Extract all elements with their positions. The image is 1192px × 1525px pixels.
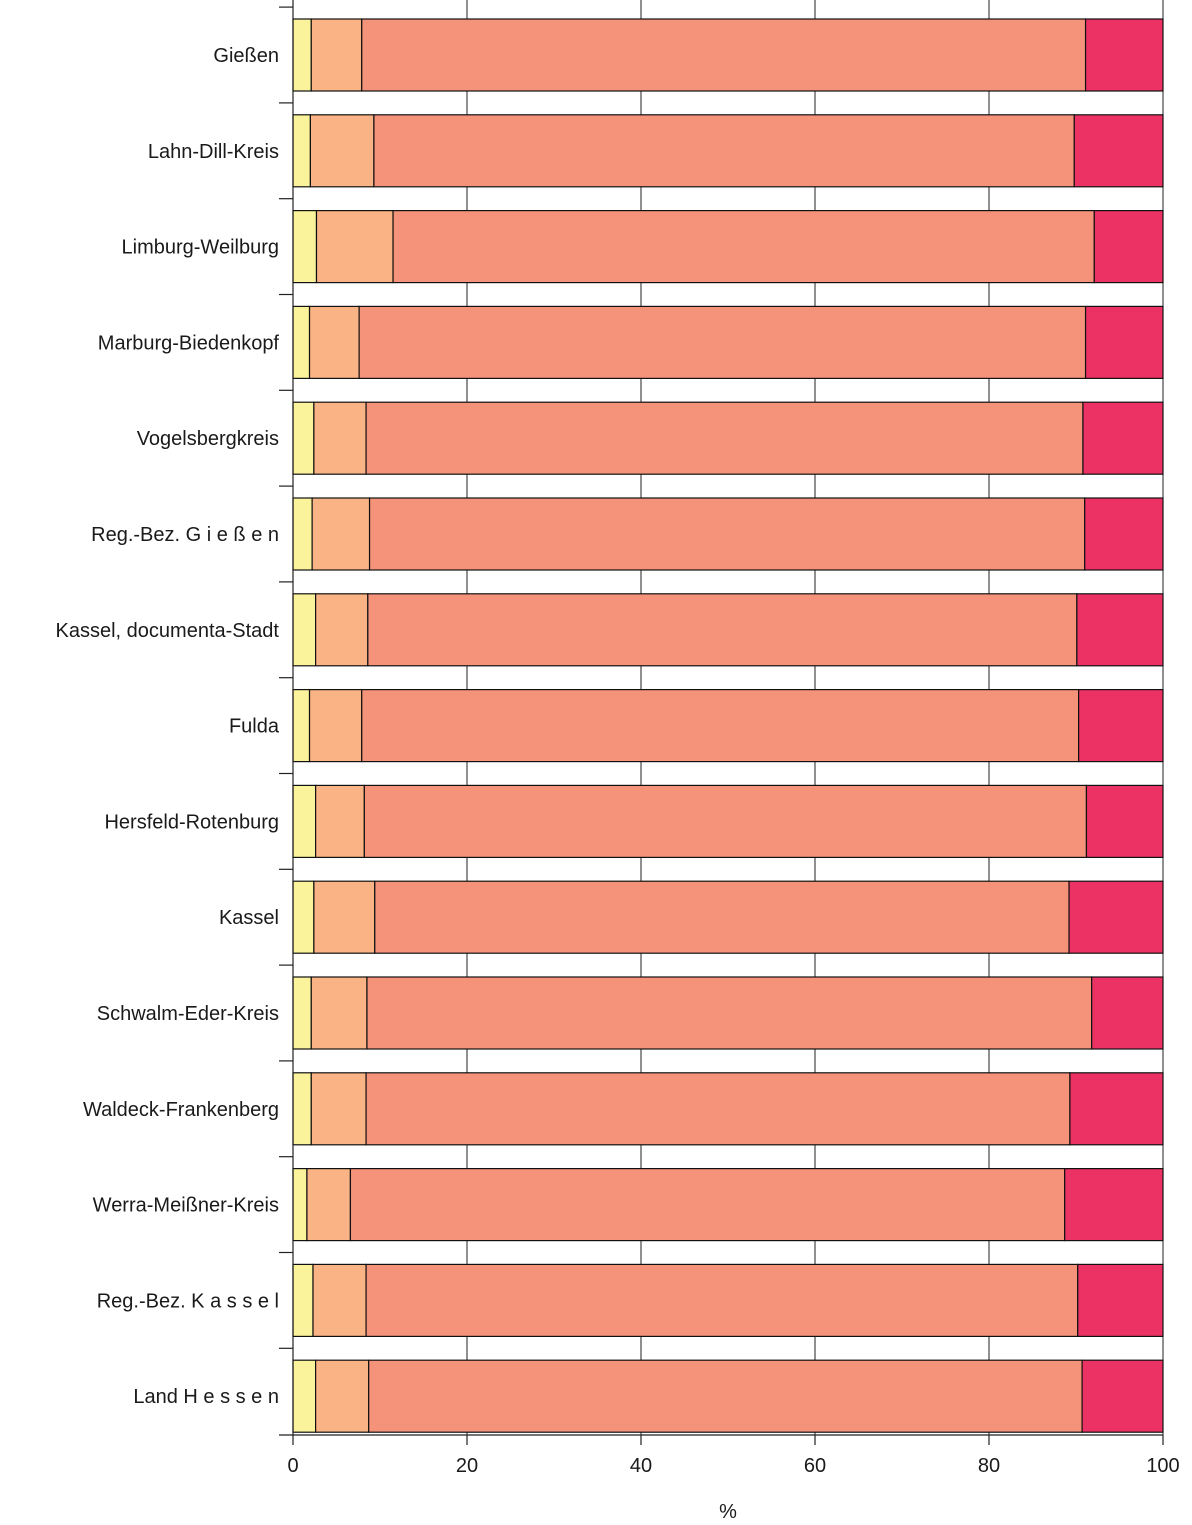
bar-segment bbox=[1076, 593, 1164, 667]
bar-segment bbox=[361, 18, 1087, 92]
bar-segment bbox=[365, 1072, 1071, 1146]
bar-segment bbox=[392, 210, 1095, 284]
bar-segment bbox=[1069, 1072, 1164, 1146]
bar-segment bbox=[292, 688, 311, 763]
bar-segment bbox=[292, 976, 312, 1050]
bar-segment bbox=[313, 880, 376, 954]
bar-segment bbox=[292, 593, 317, 667]
x-tick-label-0: 0 bbox=[287, 1455, 298, 1477]
bar-segment bbox=[292, 1072, 312, 1146]
bar-segment bbox=[315, 784, 365, 859]
bar-segment bbox=[312, 1263, 367, 1338]
x-tick-label-60: 60 bbox=[804, 1455, 826, 1477]
category-label: Marburg-Biedenkopf bbox=[98, 332, 280, 354]
bar-segment bbox=[310, 18, 363, 92]
category-label: Lahn-Dill-Kreis bbox=[148, 141, 279, 163]
bar-segment bbox=[1085, 784, 1164, 859]
category-label: Schwalm-Eder-Kreis bbox=[97, 1003, 279, 1025]
bar-segment bbox=[292, 880, 315, 954]
category-label: Werra-Meißner-Kreis bbox=[93, 1195, 279, 1217]
bars-layer bbox=[292, 18, 1164, 1433]
bar-segment bbox=[365, 401, 1084, 475]
bar-segment bbox=[308, 688, 363, 763]
bar-segment bbox=[292, 1263, 314, 1338]
bar-segment bbox=[1081, 1359, 1164, 1433]
category-label: Gießen bbox=[213, 45, 279, 67]
category-label: Waldeck-Frankenberg bbox=[83, 1099, 279, 1121]
bar-segment bbox=[310, 976, 368, 1050]
bar-segment bbox=[292, 1167, 308, 1242]
category-label: Vogelsbergkreis bbox=[137, 428, 279, 450]
bar-segment bbox=[292, 497, 313, 571]
category-label: Kassel bbox=[219, 907, 279, 929]
category-label: Limburg-Weilburg bbox=[122, 237, 279, 259]
category-label: Land H e s s e n bbox=[133, 1386, 279, 1408]
bar-segment bbox=[1084, 497, 1164, 571]
bar-segment bbox=[1091, 976, 1164, 1050]
x-tick-label-100: 100 bbox=[1146, 1455, 1179, 1477]
category-label: Kassel, documenta-Stadt bbox=[56, 620, 280, 642]
bar-segment bbox=[1064, 1167, 1164, 1242]
bar-segment bbox=[1077, 1263, 1164, 1338]
bar-segment bbox=[367, 593, 1078, 667]
category-labels: Gießen Lahn-Dill-Kreis Limburg-Weilburg Mar… bbox=[56, 45, 280, 1408]
bar-segment bbox=[311, 497, 371, 571]
bar-segment bbox=[361, 688, 1080, 763]
category-label: Hersfeld-Rotenburg bbox=[104, 811, 279, 833]
bar-segment bbox=[373, 114, 1075, 188]
x-tick-label-40: 40 bbox=[630, 1455, 652, 1477]
category-label: Reg.-Bez. G i e ß e n bbox=[91, 524, 279, 546]
x-tick-label-20: 20 bbox=[456, 1455, 478, 1477]
x-tick-labels: 0 20 40 60 80 100 bbox=[287, 1455, 1179, 1477]
bar-segment bbox=[313, 401, 367, 475]
category-label: Fulda bbox=[229, 716, 280, 738]
bar-segment bbox=[1073, 114, 1164, 188]
x-axis-label: % bbox=[719, 1501, 737, 1523]
bar-segment bbox=[368, 1359, 1083, 1433]
bar-segment bbox=[1068, 880, 1164, 954]
bar-segment bbox=[315, 210, 394, 284]
axes-layer bbox=[279, 0, 1164, 1445]
bar-segment bbox=[292, 1359, 317, 1433]
bar-segment bbox=[315, 593, 369, 667]
bar-segment bbox=[1082, 401, 1164, 475]
bar-segment bbox=[363, 784, 1088, 859]
bar-segment bbox=[309, 114, 375, 188]
bar-segment bbox=[358, 305, 1087, 379]
bar-segment bbox=[1093, 210, 1164, 284]
category-label: Reg.-Bez. K a s s e l bbox=[97, 1290, 279, 1312]
bar-segment bbox=[308, 305, 360, 379]
bar-segment bbox=[315, 1359, 370, 1433]
bar-segment bbox=[292, 210, 318, 284]
bar-segment bbox=[1084, 18, 1164, 92]
bar-segment bbox=[368, 497, 1086, 571]
bar-segment bbox=[1078, 688, 1164, 763]
bar-segment bbox=[1084, 305, 1164, 379]
bar-segment bbox=[292, 18, 312, 92]
x-tick-label-80: 80 bbox=[978, 1455, 1000, 1477]
bar-segment bbox=[306, 1167, 352, 1242]
bar-segment bbox=[374, 880, 1070, 954]
bar-segment bbox=[292, 401, 315, 475]
bar-segment bbox=[349, 1167, 1066, 1242]
bar-segment bbox=[292, 784, 317, 859]
bar-segment bbox=[310, 1072, 367, 1146]
bar-segment bbox=[365, 1263, 1079, 1338]
bar-segment bbox=[292, 114, 311, 188]
bar-segment bbox=[366, 976, 1093, 1050]
bar-segment bbox=[292, 305, 311, 379]
